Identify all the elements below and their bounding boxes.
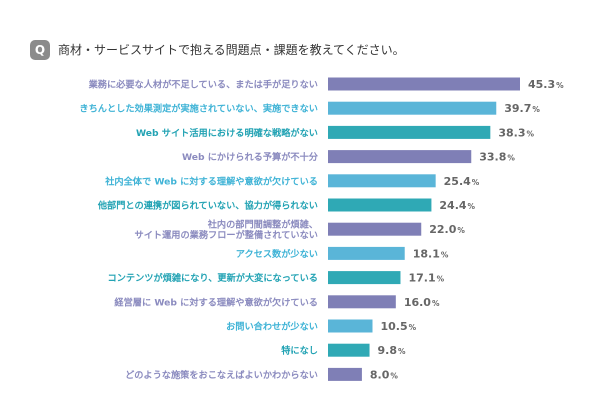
category-label: 社内の部門間調整が煩雑、 bbox=[207, 218, 318, 230]
bar bbox=[328, 246, 405, 260]
category-label: 経営層に Web に対する理解や意欲が欠けている bbox=[114, 296, 318, 308]
category-label: 業務に必要な人材が不足している、または手が足りない bbox=[88, 79, 318, 91]
category-label: 他部門との連携が図られていない、協力が得られない bbox=[97, 200, 318, 212]
category-label: サイト運用の業務フローが整備されていない bbox=[135, 229, 318, 241]
category-label: コンテンツが煩雑になり、更新が大変になっている bbox=[108, 272, 318, 284]
question-title: 商材・サービスサイトで抱える問題点・課題を教えてください。 bbox=[58, 43, 405, 57]
bar bbox=[328, 319, 373, 333]
bar bbox=[328, 198, 432, 212]
bar bbox=[328, 150, 472, 164]
bar bbox=[328, 343, 370, 357]
question-badge: Q bbox=[30, 40, 50, 60]
category-label: どのような施策をおこなえばよいかわからない bbox=[125, 369, 318, 381]
data-label: 9.8% bbox=[378, 344, 407, 357]
data-label: 17.1% bbox=[408, 272, 444, 285]
data-label: 18.1% bbox=[413, 247, 449, 260]
bar bbox=[328, 101, 497, 115]
category-label: Web サイト活用における明確な戦略がない bbox=[136, 127, 318, 139]
data-label: 16.0% bbox=[404, 296, 440, 309]
category-label: 特になし bbox=[281, 345, 318, 357]
category-label: お問い合わせが少ない bbox=[226, 321, 318, 333]
category-label: きちんとした効果測定が実施されていない、実施できない bbox=[79, 103, 318, 115]
data-label: 10.5% bbox=[381, 320, 417, 333]
category-label: 社内全体で Web に対する理解や意欲が欠けている bbox=[104, 175, 318, 187]
data-label: 39.7% bbox=[504, 102, 540, 115]
data-label: 33.8% bbox=[479, 151, 515, 164]
bar bbox=[328, 271, 401, 285]
data-label: 8.0% bbox=[370, 368, 399, 381]
bar bbox=[328, 77, 520, 91]
bar bbox=[328, 295, 396, 309]
category-label: アクセス数が少ない bbox=[236, 248, 318, 260]
category-label: Web にかけられる予算が不十分 bbox=[182, 151, 319, 163]
bar bbox=[328, 174, 436, 188]
bar bbox=[328, 125, 491, 139]
data-label: 24.4% bbox=[439, 199, 475, 212]
data-label: 45.3% bbox=[528, 78, 564, 91]
data-label: 25.4% bbox=[444, 175, 480, 188]
data-label: 38.3% bbox=[498, 126, 534, 139]
bar bbox=[328, 222, 422, 236]
bar bbox=[328, 367, 362, 381]
data-label: 22.0% bbox=[429, 223, 465, 236]
